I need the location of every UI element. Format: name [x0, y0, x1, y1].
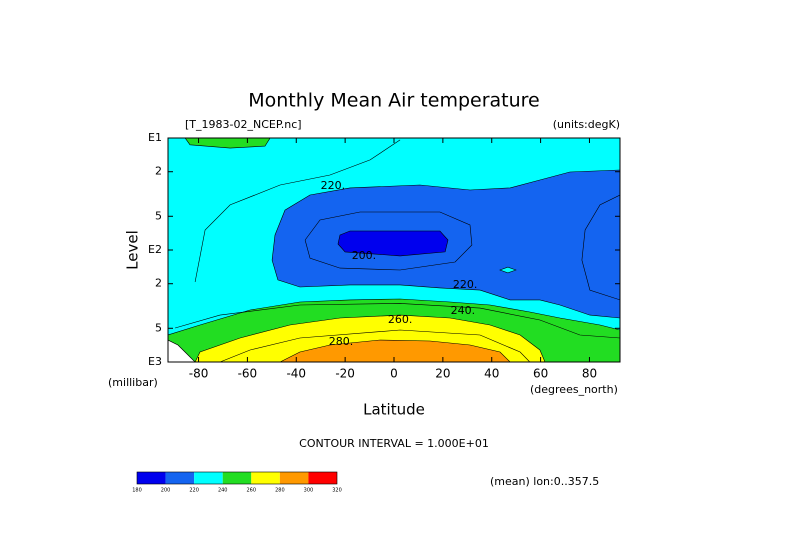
y-tick-label: E3 — [148, 355, 162, 368]
contour-fill — [499, 266, 517, 274]
contour-interval: CONTOUR INTERVAL = 1.000E+01 — [299, 437, 489, 450]
colorbar-swatch — [222, 472, 252, 484]
colorbar-swatch — [308, 472, 337, 484]
x-tick-label: 40 — [484, 367, 499, 381]
x-tick-label: -20 — [335, 367, 355, 381]
x-tick-label: -60 — [238, 367, 258, 381]
contour-label: 240. — [451, 304, 476, 317]
x-tick-label: -40 — [286, 367, 306, 381]
colorbar-swatch — [137, 472, 166, 484]
x-tick-label: -80 — [189, 367, 209, 381]
colorbar-frame — [136, 471, 338, 485]
y-tick-label: 5 — [155, 321, 162, 334]
colorbar-label: 240 — [218, 488, 228, 494]
colorbar-label: 220 — [189, 488, 199, 494]
colorbar-swatch — [165, 472, 195, 484]
y-tick-label: E2 — [148, 243, 162, 256]
plot-area — [168, 138, 620, 362]
contour-line — [304, 211, 473, 271]
y-axis-label: Level — [124, 230, 142, 270]
colorbar-swatch — [251, 472, 280, 484]
contour-fill — [337, 230, 449, 257]
footnote: (mean) lon:0..357.5 — [490, 475, 599, 488]
subtitle-left: [T_1983-02_NCEP.nc] — [185, 118, 302, 131]
contour-line — [219, 329, 531, 362]
contour-line — [581, 194, 620, 301]
contour-label: 220. — [321, 179, 346, 192]
contour-line — [194, 139, 401, 283]
chart-title: Monthly Mean Air temperature — [248, 90, 539, 112]
y-axis-unit: (millibar) — [108, 376, 158, 389]
x-tick-label: 60 — [533, 367, 548, 381]
x-tick-label: 20 — [435, 367, 450, 381]
y-tick-label: 2 — [155, 165, 162, 178]
contour-label: 220. — [453, 278, 478, 291]
contour-line — [175, 303, 620, 339]
y-tick-label: 2 — [155, 277, 162, 290]
colorbar-label: 320 — [332, 488, 342, 494]
subtitle-right: (units:degK) — [553, 118, 620, 131]
colorbar-label: 280 — [275, 488, 285, 494]
colorbar-label: 200 — [161, 488, 171, 494]
y-tick-label: 5 — [155, 209, 162, 222]
x-tick-label: 0 — [390, 367, 398, 381]
contour-label: 260. — [388, 313, 413, 326]
colorbar-swatch — [279, 472, 309, 484]
colorbar-swatch — [194, 472, 223, 484]
x-tick-label: 80 — [582, 367, 597, 381]
contour-fill — [279, 339, 511, 362]
colorbar-label: 260 — [247, 488, 257, 494]
contour-fill — [184, 138, 271, 149]
x-axis-unit: (degrees_north) — [530, 383, 618, 396]
y-tick-label: E1 — [148, 131, 162, 144]
contour-label: 200. — [352, 249, 377, 262]
contour-label: 280. — [329, 335, 354, 348]
colorbar-label: 300 — [304, 488, 314, 494]
colorbar-label: 180 — [132, 488, 142, 494]
x-axis-label: Latitude — [363, 401, 425, 419]
